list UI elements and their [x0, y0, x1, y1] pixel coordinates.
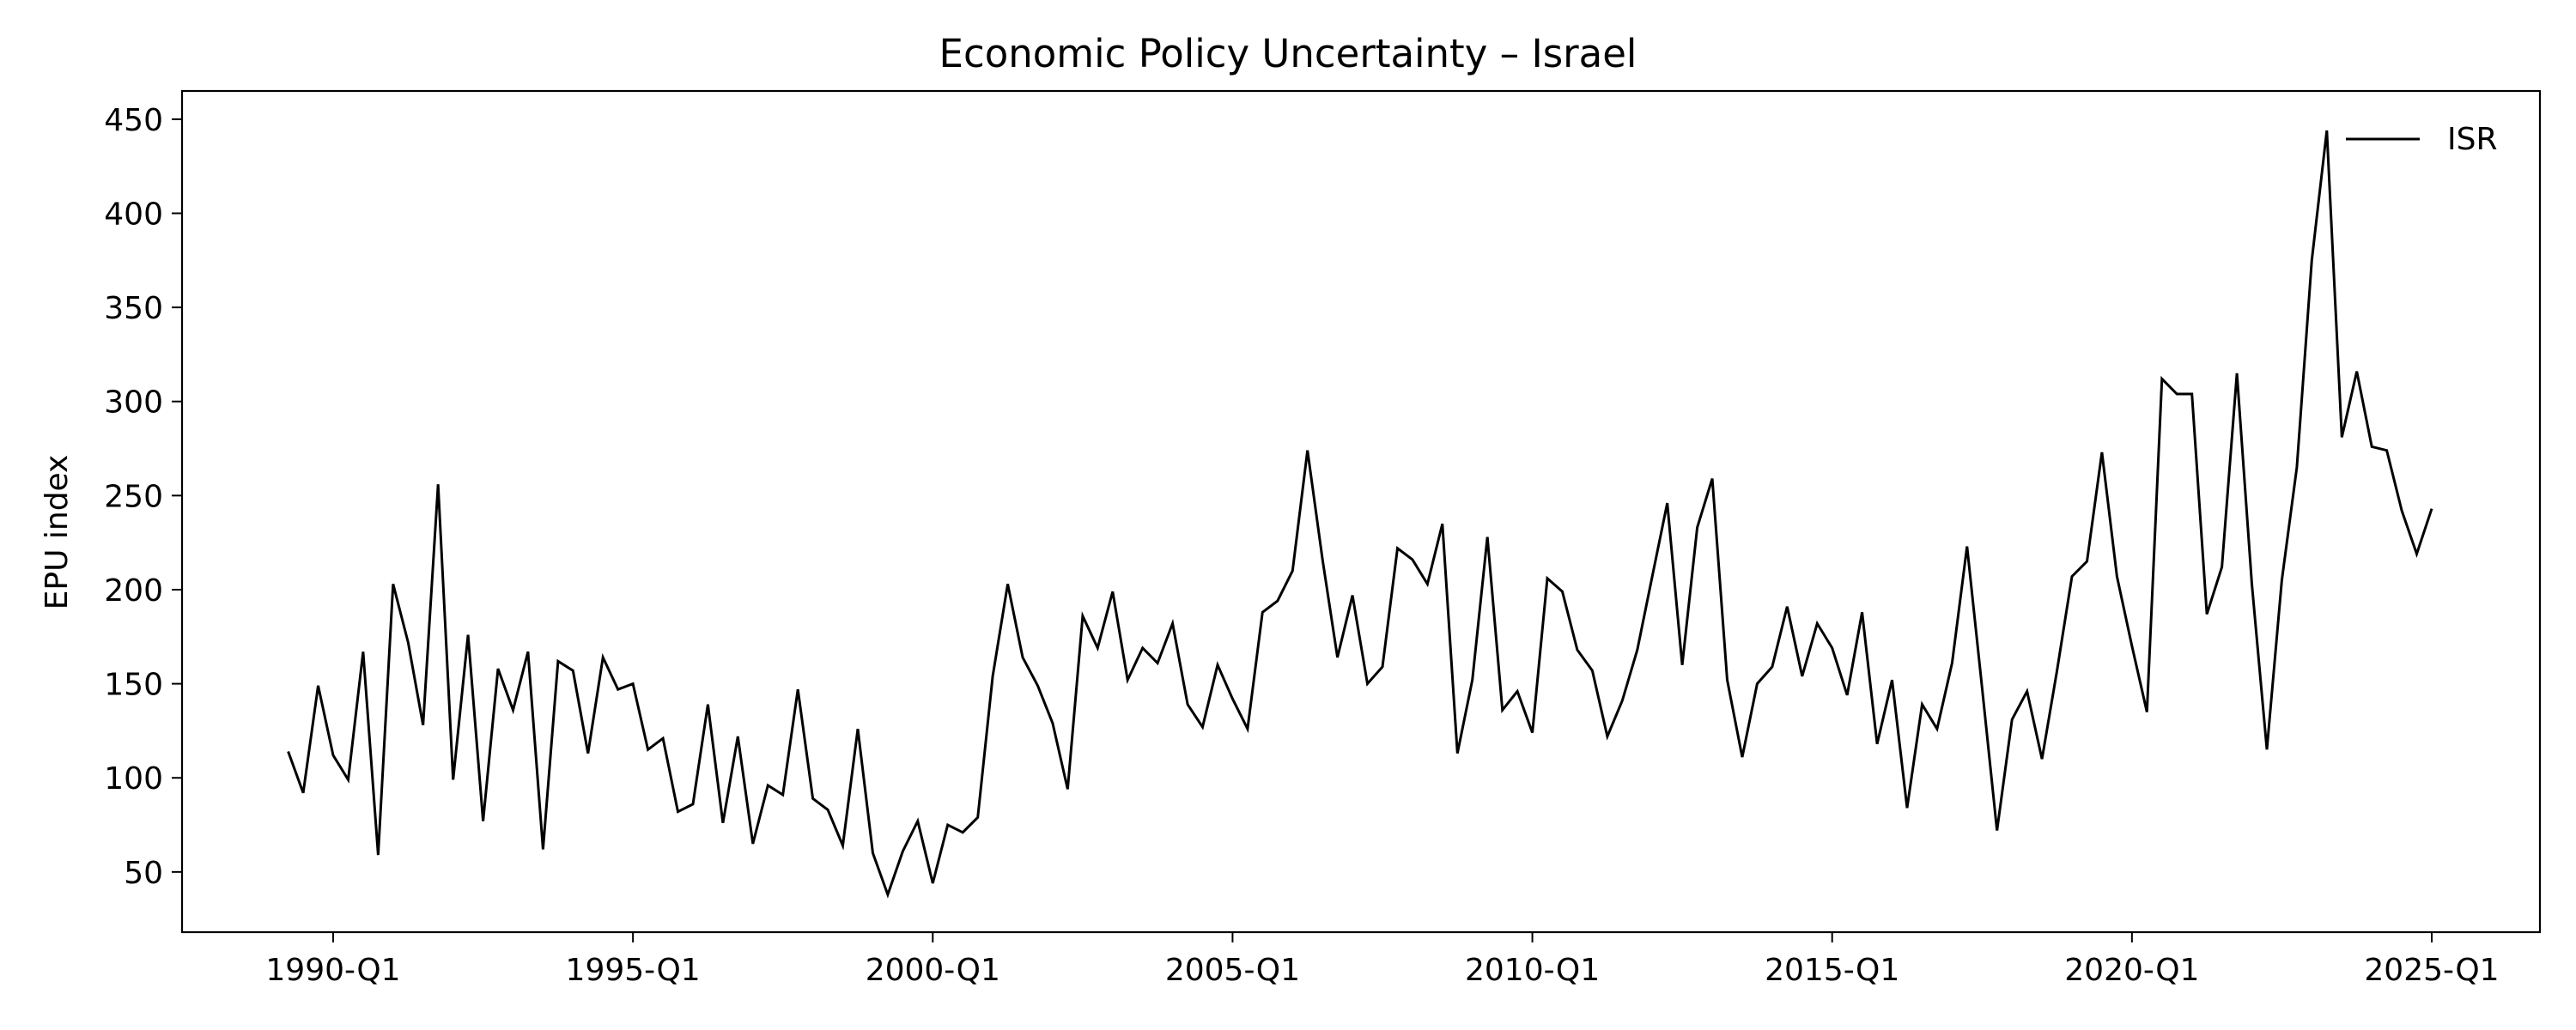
y-tick-label: 350 [104, 291, 163, 326]
y-tick-label: 150 [104, 668, 163, 703]
y-tick-label: 50 [124, 856, 163, 891]
chart-title: Economic Policy Uncertainty – Israel [939, 31, 1637, 76]
y-tick-label: 450 [104, 103, 163, 138]
y-tick-label: 100 [104, 761, 163, 797]
x-tick-label: 2010-Q1 [1465, 953, 1600, 988]
plot-frame [180, 89, 2542, 934]
y-tick-label: 400 [104, 197, 163, 233]
x-tick-label: 2020-Q1 [2064, 953, 2199, 988]
x-tick-label: 2025-Q1 [2364, 953, 2499, 988]
y-tick-label: 250 [104, 479, 163, 514]
y-axis-title: EPU index [39, 455, 75, 610]
x-tick-label: 2005-Q1 [1165, 953, 1300, 988]
x-tick-label: 2015-Q1 [1765, 953, 1899, 988]
x-axis: 1990-Q1 1995-Q1 2000-Q1 2005-Q1 2010-Q1 2015-… [265, 932, 2500, 988]
x-tick-label: 2000-Q1 [866, 953, 1000, 988]
y-axis: 50 100 150 200 250 300 350 400 450 [104, 103, 182, 891]
series-layer [287, 130, 2433, 899]
series-line-isr [287, 130, 2433, 899]
x-tick-label: 1995-Q1 [566, 953, 701, 988]
x-tick-label: 1990-Q1 [265, 953, 400, 988]
y-tick-label: 200 [104, 573, 163, 609]
legend-label-isr: ISR [2447, 122, 2497, 157]
y-tick-label: 300 [104, 385, 163, 421]
legend: ISR [2346, 122, 2497, 157]
